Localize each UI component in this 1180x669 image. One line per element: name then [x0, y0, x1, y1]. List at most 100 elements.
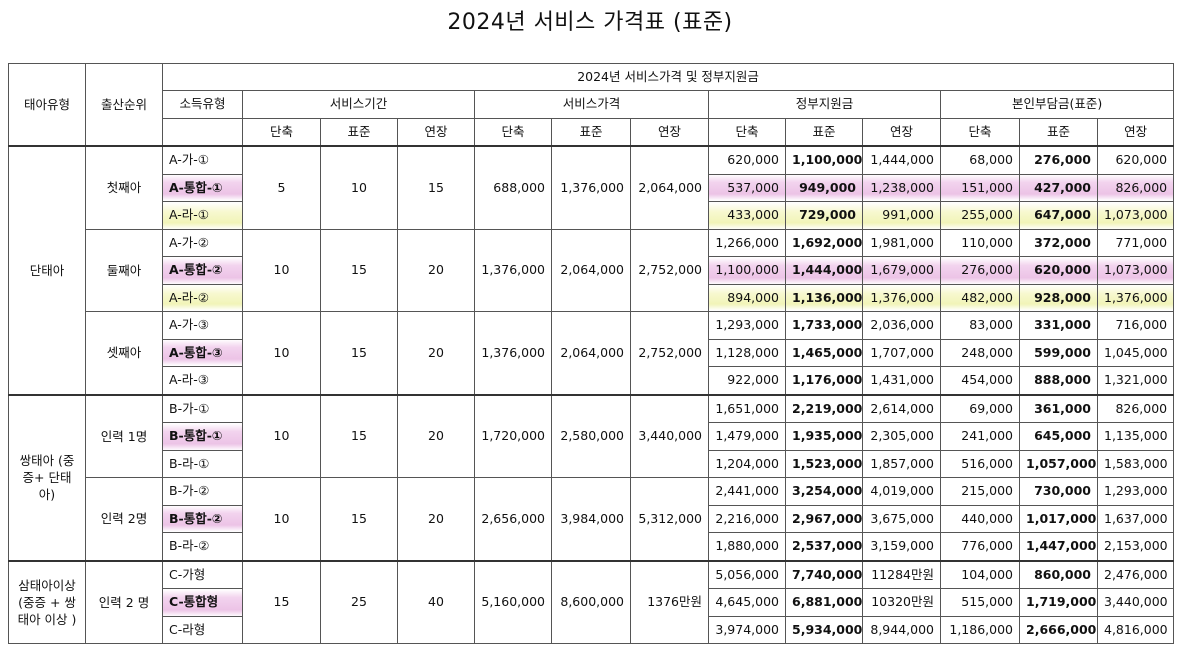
income-type-cell: A-가-③ — [162, 311, 243, 340]
gov-subsidy-cell: 7,740,000 — [785, 559, 863, 589]
income-type-cell: A-통합-② — [162, 256, 243, 285]
self-pay-cell: 620,000 — [1096, 145, 1175, 175]
self-pay-cell: 776,000 — [940, 532, 1020, 561]
table-row: 둘째아 A-가-② 10 15 20 1,376,000 2,064,000 2,752,00… — [9, 228, 1175, 312]
table-row: A-라-② 894,000 1,136,000 1,376,000 482,000 928… — [9, 283, 1175, 312]
income-type-cell: A-라-③ — [162, 366, 243, 395]
self-pay-cell: 928,000 — [1019, 283, 1098, 312]
income-type-cell: A-가-② — [162, 228, 243, 257]
self-pay-cell: 1,073,000 — [1096, 201, 1175, 230]
self-pay-cell: 1,186,000 — [940, 615, 1020, 644]
gov-subsidy-cell: 2,614,000 — [862, 393, 941, 423]
header-sub: 연장 — [630, 117, 709, 147]
service-period-cell: 15 — [320, 393, 398, 478]
birth-order-cell: 첫째아 — [85, 145, 163, 230]
income-type-cell: B-가-① — [162, 393, 243, 423]
table-body: 단태아 첫째아 A-가-① 5 10 15 688,000 1,376,000 2,064,00… — [8, 145, 1175, 644]
gov-subsidy-cell: 2,967,000 — [785, 504, 863, 533]
service-price-cell: 2,752,000 — [630, 228, 709, 312]
service-period-cell: 15 — [242, 559, 321, 644]
self-pay-cell: 69,000 — [940, 393, 1020, 423]
gov-subsidy-cell: 10320만원 — [862, 588, 941, 617]
table-row: A-통합-② 1,100,000 1,444,000 1,679,000 276,000… — [9, 256, 1175, 285]
birth-order-cell: 인력 2명 — [85, 477, 163, 561]
self-pay-cell: 68,000 — [940, 145, 1020, 175]
baby-type-cell: 단태아 — [8, 145, 86, 395]
header-type: 태아유형 — [8, 63, 86, 147]
gov-subsidy-cell: 5,934,000 — [785, 615, 863, 644]
self-pay-cell: 248,000 — [940, 338, 1020, 367]
income-type-cell: A-통합-③ — [162, 338, 243, 367]
service-period-cell: 20 — [397, 477, 475, 561]
self-pay-cell: 1,293,000 — [1096, 477, 1175, 506]
self-pay-cell: 1,719,000 — [1019, 588, 1098, 617]
header-top: 2024년 서비스가격 및 정부지원금 — [161, 63, 1175, 91]
service-price-cell: 1,376,000 — [474, 228, 552, 312]
income-type-cell: B-통합-② — [162, 504, 243, 533]
gov-subsidy-cell: 1,136,000 — [785, 283, 863, 312]
service-price-cell: 2,064,000 — [630, 145, 709, 230]
self-pay-cell: 361,000 — [1019, 393, 1098, 423]
page-title: 2024년 서비스 가격표 (표준) — [447, 10, 733, 35]
gov-subsidy-cell: 894,000 — [708, 283, 786, 312]
self-pay-cell: 1,583,000 — [1096, 449, 1175, 478]
header-sub: 연장 — [1096, 117, 1175, 147]
gov-subsidy-cell: 1,692,000 — [785, 228, 863, 257]
table-row: A-통합-① 537,000 949,000 1,238,000 151,000 427,… — [9, 173, 1175, 202]
gov-subsidy-cell: 1,935,000 — [785, 422, 863, 451]
gov-subsidy-cell: 2,537,000 — [785, 532, 863, 561]
gov-subsidy-cell: 2,441,000 — [708, 477, 786, 506]
income-type-cell: A-통합-① — [162, 173, 243, 202]
income-type-cell: B-라-② — [162, 532, 243, 561]
service-period-cell: 15 — [320, 311, 398, 395]
table-row: 삼태아이상 (중증 + 쌍태아 이상 ) 인력 2 명 C-가형 15 25 40 5,16… — [8, 559, 1175, 644]
service-period-cell: 40 — [397, 559, 475, 644]
gov-subsidy-cell: 1,479,000 — [708, 422, 786, 451]
self-pay-cell: 716,000 — [1096, 311, 1175, 340]
header-income-blank — [162, 117, 243, 147]
service-price-cell: 688,000 — [474, 145, 552, 230]
header-sub: 연장 — [397, 117, 475, 147]
service-price-cell: 3,440,000 — [630, 393, 709, 478]
gov-subsidy-cell: 922,000 — [708, 366, 786, 395]
self-pay-cell: 1,376,000 — [1096, 283, 1175, 312]
self-pay-cell: 482,000 — [940, 283, 1020, 312]
header-sub: 표준 — [1019, 117, 1098, 147]
service-period-cell: 5 — [242, 145, 321, 230]
gov-subsidy-cell: 1,431,000 — [862, 366, 941, 395]
self-pay-cell: 427,000 — [1019, 173, 1098, 202]
self-pay-cell: 3,440,000 — [1096, 588, 1175, 617]
header-sub: 단축 — [708, 117, 786, 147]
self-pay-cell: 1,321,000 — [1096, 366, 1175, 395]
gov-subsidy-cell: 1,128,000 — [708, 338, 786, 367]
self-pay-cell: 1,135,000 — [1096, 422, 1175, 451]
self-pay-cell: 1,637,000 — [1096, 504, 1175, 533]
gov-subsidy-cell: 1,444,000 — [862, 145, 941, 175]
self-pay-cell: 440,000 — [940, 504, 1020, 533]
gov-subsidy-cell: 5,056,000 — [708, 559, 786, 589]
self-pay-cell: 255,000 — [940, 201, 1020, 230]
service-period-cell: 10 — [242, 228, 321, 312]
table-row: A-라-① 433,000 729,000 991,000 255,000 647,000… — [9, 201, 1175, 230]
service-period-cell: 20 — [397, 311, 475, 395]
gov-subsidy-cell: 3,159,000 — [862, 532, 941, 561]
gov-subsidy-cell: 8,944,000 — [862, 615, 941, 644]
self-pay-cell: 1,057,000 — [1019, 449, 1098, 478]
income-type-cell: C-통합형 — [162, 588, 243, 617]
self-pay-cell: 771,000 — [1096, 228, 1175, 257]
gov-subsidy-cell: 1,293,000 — [708, 311, 786, 340]
gov-subsidy-cell: 3,974,000 — [708, 615, 786, 644]
income-type-cell: B-가-② — [162, 477, 243, 506]
gov-subsidy-cell: 1,100,000 — [708, 256, 786, 285]
gov-subsidy-cell: 2,305,000 — [862, 422, 941, 451]
service-price-cell: 3,984,000 — [551, 477, 631, 561]
gov-subsidy-cell: 537,000 — [708, 173, 786, 202]
gov-subsidy-cell: 1,238,000 — [862, 173, 941, 202]
service-period-cell: 15 — [397, 145, 475, 230]
gov-subsidy-cell: 620,000 — [708, 145, 786, 175]
header-sub: 단축 — [940, 117, 1020, 147]
income-type-cell: A-라-① — [162, 201, 243, 230]
header-sub: 표준 — [785, 117, 863, 147]
income-type-cell: A-가-① — [162, 145, 243, 175]
gov-subsidy-cell: 1,100,000 — [785, 145, 863, 175]
